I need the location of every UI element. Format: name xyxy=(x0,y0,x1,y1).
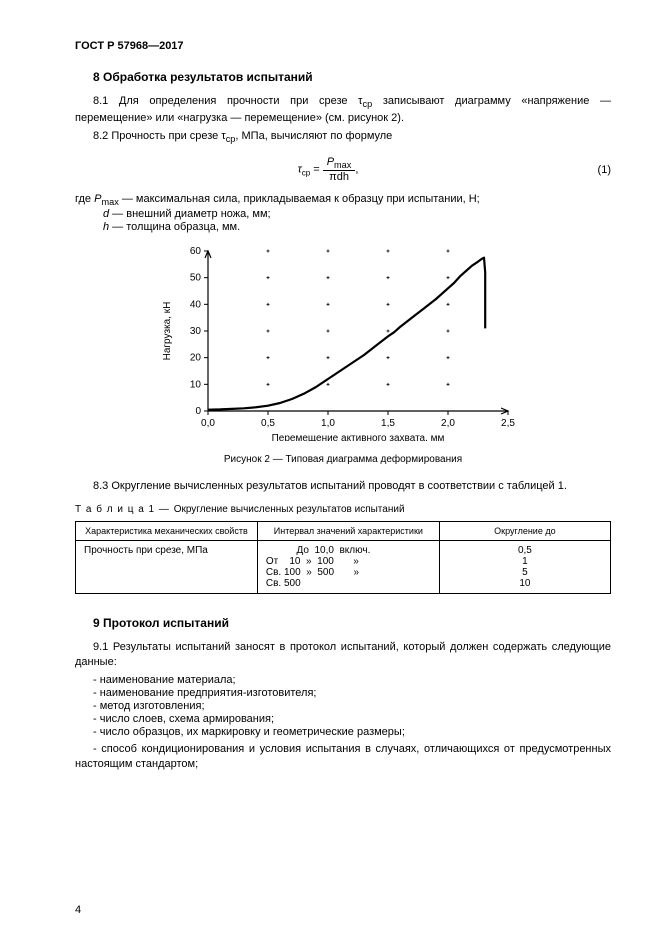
formula-number: (1) xyxy=(581,164,611,176)
td-1-2: До 10,0 включ. От 10 » 100 » Св. 100 » 5… xyxy=(257,541,439,594)
th-1: Характеристика механических свойств xyxy=(76,522,258,541)
frac-den: πdh xyxy=(323,171,356,183)
eq-comma: , xyxy=(355,163,358,175)
eq-frac: Pmaxπdh xyxy=(323,156,356,183)
svg-text:0: 0 xyxy=(195,406,201,417)
svg-text:10: 10 xyxy=(190,380,202,391)
table-row: Прочность при срезе, МПа До 10,0 включ. … xyxy=(76,541,611,594)
svg-text:2,0: 2,0 xyxy=(441,418,455,429)
c3-l1: 0,5 xyxy=(448,545,602,556)
chart-figure-2: 0 10 20 30 40 50 60 0,0 0,5 1,0 1,5 2,0 2,5 Перемещен… xyxy=(153,241,533,444)
svg-text:20: 20 xyxy=(190,353,202,364)
para-8-1: 8.1 Для определения прочности при срезе … xyxy=(75,94,611,125)
p82-tau-sub: ср xyxy=(226,135,236,145)
where-2: d — внешний диаметр ножа, мм; xyxy=(103,208,611,220)
table-1-title: Т а б л и ц а 1 — Округление вычисленных… xyxy=(75,504,611,515)
c2-l1: До 10,0 включ. xyxy=(266,545,431,556)
figure-2-caption: Рисунок 2 — Типовая диаграмма деформиров… xyxy=(75,454,611,465)
th-3: Округление до xyxy=(439,522,610,541)
c2-l3: Св. 100 » 500 » xyxy=(266,567,431,578)
where3-txt: — толщина образца, мм. xyxy=(109,221,240,233)
formula-1: τср = Pmaxπdh, (1) xyxy=(75,156,611,183)
list-item: - наименование предприятия-изготовителя; xyxy=(93,687,611,699)
eq-eq: = xyxy=(310,163,323,175)
svg-text:Нагрузка, кН: Нагрузка, кН xyxy=(162,302,173,361)
frac-num-sub: max xyxy=(334,160,351,170)
where-1: где Pmax — максимальная сила, прикладыва… xyxy=(75,193,611,207)
where2-txt: — внешний диаметр ножа, мм; xyxy=(109,208,270,220)
c2-l2: От 10 » 100 » xyxy=(266,556,431,567)
td-1-3: 0,5 1 5 10 xyxy=(439,541,610,594)
c2-l4: Св. 500 xyxy=(266,578,431,589)
chart-svg: 0 10 20 30 40 50 60 0,0 0,5 1,0 1,5 2,0 2,5 Перемещен… xyxy=(153,241,533,441)
table-1: Характеристика механических свойств Инте… xyxy=(75,521,611,594)
eq-tau-sub: ср xyxy=(302,169,310,178)
svg-text:2,5: 2,5 xyxy=(501,418,515,429)
protocol-list: - наименование материала; - наименование… xyxy=(75,674,611,772)
where-3: h — толщина образца, мм. xyxy=(103,221,611,233)
c3-l2: 1 xyxy=(448,556,602,567)
para-8-3: 8.3 Округление вычисленных результатов и… xyxy=(75,479,611,494)
section-8-heading: 8 Обработка результатов испытаний xyxy=(93,70,611,84)
list-item: - число образцов, их маркировку и геомет… xyxy=(93,726,611,738)
table-title-rest: Округление вычисленных результатов испыт… xyxy=(174,504,405,515)
td-1-1: Прочность при срезе, МПа xyxy=(76,541,258,594)
svg-text:40: 40 xyxy=(190,300,202,311)
section-9-heading: 9 Протокол испытаний xyxy=(93,616,611,630)
table-header-row: Характеристика механических свойств Инте… xyxy=(76,522,611,541)
p81-tau-sub: ср xyxy=(363,99,373,109)
list-item: - метод изготовления; xyxy=(93,700,611,712)
where1-txt: — максимальная сила, прикладываемая к об… xyxy=(119,193,480,205)
p81-a: 8.1 Для определения прочности при срезе … xyxy=(93,95,363,107)
page-number: 4 xyxy=(75,904,81,916)
svg-text:1,0: 1,0 xyxy=(321,418,335,429)
svg-text:30: 30 xyxy=(190,326,202,337)
frac-num-p: P xyxy=(327,156,334,168)
c3-l3: 5 xyxy=(448,567,602,578)
svg-text:1,5: 1,5 xyxy=(381,418,395,429)
svg-text:0,5: 0,5 xyxy=(261,418,275,429)
where1-sub: max xyxy=(101,197,118,207)
svg-text:50: 50 xyxy=(190,273,202,284)
c3-l4: 10 xyxy=(448,578,602,589)
where-block: где Pmax — максимальная сила, прикладыва… xyxy=(75,193,611,233)
para-8-2: 8.2 Прочность при срезе τср, МПа, вычисл… xyxy=(75,129,611,146)
p82-a: 8.2 Прочность при срезе τ xyxy=(93,130,226,142)
where-lead: где xyxy=(75,193,94,205)
formula-body: τср = Pmaxπdh, xyxy=(75,156,581,183)
para-9-1: 9.1 Результаты испытаний заносят в прото… xyxy=(75,640,611,670)
th-2: Интервал значений характеристики xyxy=(257,522,439,541)
list-item: - число слоев, схема армирования; xyxy=(93,713,611,725)
svg-text:60: 60 xyxy=(190,246,202,257)
list-item: - наименование материала; xyxy=(93,674,611,686)
svg-text:0,0: 0,0 xyxy=(201,418,215,429)
svg-text:Перемещение активного захвата,: Перемещение активного захвата, мм xyxy=(272,433,445,441)
list-item: - способ кондиционирования и условия исп… xyxy=(75,742,611,772)
p82-b: , МПа, вычисляют по формуле xyxy=(235,130,392,142)
doc-id: ГОСТ Р 57968—2017 xyxy=(75,40,611,52)
table-title-lead: Т а б л и ц а 1 — xyxy=(75,504,174,515)
